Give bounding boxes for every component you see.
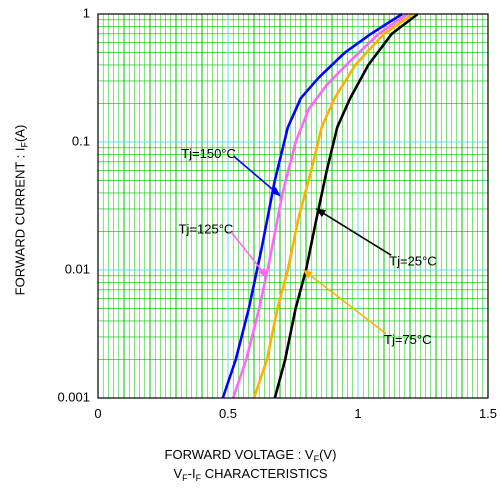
- y-axis-label: FORWARD CURRENT : IF(A): [12, 124, 30, 296]
- chart-caption: VF-IF CHARACTERISTICS: [173, 466, 328, 483]
- x-axis-label: FORWARD VOLTAGE : VF(V): [164, 447, 337, 464]
- series-label: Tj=25°C: [389, 254, 436, 269]
- series-line: [221, 12, 403, 399]
- series-label: Tj=125°C: [179, 222, 234, 237]
- tick-labels: 0 0.5 1 1.5 0.001 0.01 0.1 1: [57, 5, 497, 421]
- x-tick-label: 1.5: [479, 406, 497, 421]
- series-arrow: [302, 269, 387, 335]
- y-tick-label: 0.001: [57, 389, 90, 404]
- y-tick-label: 0.1: [72, 133, 90, 148]
- plot-frame: [97, 13, 489, 399]
- grid: [97, 13, 489, 399]
- series-lines: [221, 12, 419, 399]
- series-arrow: [233, 155, 281, 197]
- plot-background: [98, 14, 488, 398]
- y-tick-label: 1: [83, 5, 90, 20]
- series-annotations: Tj=150°C Tj=125°C Tj=75°C Tj=25°C: [179, 146, 437, 347]
- x-tick-label: 0: [94, 406, 101, 421]
- y-tick-label: 0.01: [65, 261, 90, 276]
- series-arrow: [230, 231, 268, 278]
- series-label: Tj=150°C: [181, 146, 236, 161]
- series-line: [273, 12, 419, 399]
- x-tick-label: 0.5: [219, 406, 237, 421]
- plot-area: [98, 14, 488, 398]
- x-tick-label: 1: [354, 406, 361, 421]
- series-line: [252, 12, 414, 399]
- series-line: [231, 12, 409, 399]
- series-label: Tj=75°C: [384, 332, 431, 347]
- series-arrow: [315, 208, 392, 256]
- plot-border: [97, 13, 489, 399]
